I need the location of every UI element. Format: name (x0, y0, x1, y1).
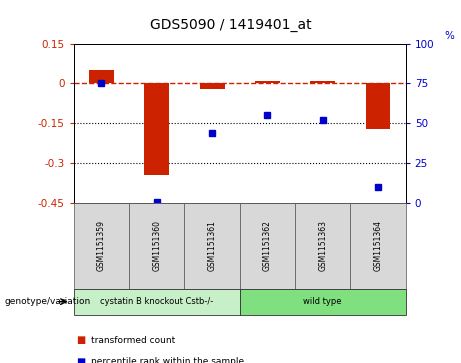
Text: transformed count: transformed count (91, 336, 176, 344)
Text: GSM1151362: GSM1151362 (263, 220, 272, 272)
Text: ■: ■ (76, 335, 85, 345)
Text: percentile rank within the sample: percentile rank within the sample (91, 358, 244, 363)
Bar (366, 83, 390, 129)
Text: GSM1151363: GSM1151363 (318, 220, 327, 272)
Text: GSM1151360: GSM1151360 (152, 220, 161, 272)
Text: GDS5090 / 1419401_at: GDS5090 / 1419401_at (150, 18, 311, 32)
Text: GSM1151359: GSM1151359 (97, 220, 106, 272)
Bar (255, 81, 280, 83)
Bar (89, 70, 114, 83)
Text: %: % (444, 31, 455, 41)
Text: wild type: wild type (303, 297, 342, 306)
Bar (200, 83, 225, 89)
Text: cystatin B knockout Cstb-/-: cystatin B knockout Cstb-/- (100, 297, 213, 306)
Text: GSM1151361: GSM1151361 (207, 220, 217, 272)
Text: ■: ■ (76, 357, 85, 363)
Text: genotype/variation: genotype/variation (5, 297, 91, 306)
Bar (310, 81, 335, 83)
Bar (144, 83, 169, 175)
Text: GSM1151364: GSM1151364 (373, 220, 383, 272)
